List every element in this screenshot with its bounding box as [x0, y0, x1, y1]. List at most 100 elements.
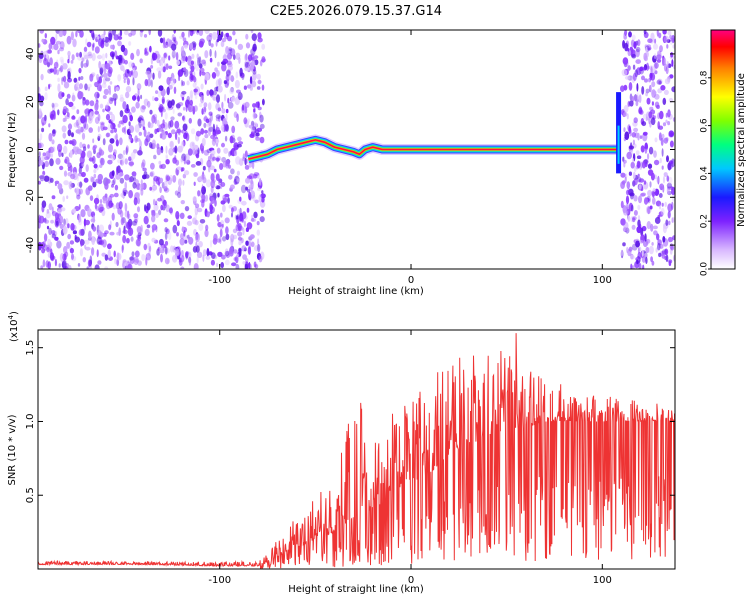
noise-speckle — [58, 263, 61, 268]
noise-speckle — [259, 216, 265, 223]
noise-speckle — [243, 85, 247, 90]
noise-speckle — [118, 54, 123, 62]
noise-speckle — [195, 130, 202, 137]
noise-speckle — [77, 126, 82, 135]
noise-speckle — [236, 170, 240, 176]
noise-speckle — [260, 209, 264, 214]
noise-speckle — [139, 58, 143, 64]
noise-speckle — [61, 152, 64, 157]
noise-speckle — [644, 78, 648, 83]
noise-speckle — [174, 145, 178, 154]
noise-speckle — [57, 183, 63, 190]
noise-speckle — [256, 221, 260, 226]
noise-speckle — [186, 159, 191, 165]
noise-speckle — [635, 150, 640, 156]
noise-speckle — [633, 117, 638, 124]
noise-speckle — [135, 238, 141, 247]
noise-speckle — [189, 90, 194, 99]
noise-speckle — [44, 156, 50, 161]
noise-speckle — [620, 218, 626, 226]
noise-speckle — [643, 52, 647, 61]
noise-speckle — [144, 204, 147, 212]
noise-speckle — [92, 138, 95, 144]
noise-speckle — [663, 172, 668, 177]
noise-speckle — [136, 83, 142, 91]
noise-speckle — [38, 142, 42, 149]
noise-speckle — [93, 34, 99, 39]
noise-speckle — [184, 206, 190, 212]
noise-speckle — [125, 85, 132, 93]
noise-speckle — [38, 159, 44, 166]
noise-speckle — [641, 75, 645, 81]
noise-speckle — [122, 114, 128, 124]
noise-speckle — [55, 212, 59, 221]
noise-speckle — [140, 120, 144, 125]
noise-speckle — [218, 178, 223, 183]
noise-speckle — [662, 236, 666, 243]
noise-speckle — [245, 33, 249, 40]
noise-speckle — [623, 127, 626, 133]
noise-speckle — [172, 55, 175, 60]
noise-speckle — [149, 133, 154, 139]
noise-speckle — [78, 229, 84, 236]
noise-speckle — [67, 59, 70, 64]
heatmap-xlabel: Height of straight line (km) — [288, 286, 424, 297]
noise-speckle — [666, 44, 669, 49]
noise-speckle — [653, 43, 658, 50]
noise-speckle — [93, 81, 99, 87]
noise-speckle — [243, 220, 246, 228]
noise-speckle — [667, 30, 672, 36]
noise-speckle — [165, 63, 169, 70]
noise-speckle — [63, 170, 68, 177]
noise-speckle — [136, 226, 142, 233]
noise-speckle — [120, 217, 125, 226]
noise-speckle — [233, 54, 236, 60]
noise-speckle — [210, 252, 216, 259]
noise-speckle — [110, 97, 115, 102]
noise-speckle — [39, 30, 44, 34]
noise-speckle — [246, 207, 250, 213]
noise-speckle — [665, 112, 668, 118]
noise-speckle — [160, 204, 164, 211]
noise-speckle — [197, 30, 200, 33]
noise-speckle — [67, 123, 73, 130]
noise-speckle — [155, 212, 159, 218]
noise-speckle — [246, 118, 251, 124]
noise-speckle — [165, 145, 168, 154]
noise-speckle — [66, 195, 69, 199]
noise-speckle — [83, 51, 88, 59]
noise-speckle — [158, 127, 164, 132]
noise-speckle — [171, 34, 175, 42]
noise-speckle — [224, 217, 230, 224]
noise-speckle — [174, 120, 180, 129]
noise-speckle — [191, 53, 195, 59]
noise-speckle — [668, 130, 675, 137]
noise-speckle — [80, 76, 84, 80]
noise-speckle — [231, 212, 233, 218]
noise-speckle — [230, 168, 235, 175]
noise-speckle — [43, 233, 48, 242]
noise-speckle — [658, 132, 662, 141]
noise-speckle — [156, 58, 160, 64]
noise-speckle — [87, 86, 91, 92]
noise-speckle — [169, 245, 174, 253]
noise-speckle — [185, 251, 190, 255]
noise-speckle — [110, 129, 114, 134]
noise-speckle — [83, 62, 89, 68]
noise-speckle — [239, 212, 244, 222]
noise-speckle — [168, 55, 171, 61]
noise-speckle — [161, 182, 165, 189]
colorbar-tick-label: 0.4 — [700, 166, 710, 181]
noise-speckle — [193, 71, 196, 78]
noise-speckle — [118, 227, 121, 237]
noise-speckle — [46, 246, 50, 253]
noise-speckle — [205, 255, 211, 260]
noise-speckle — [253, 121, 258, 129]
noise-speckle — [109, 138, 115, 144]
noise-speckle — [225, 70, 232, 76]
noise-speckle — [46, 225, 50, 230]
y-tick-label: -20 — [25, 189, 36, 205]
noise-speckle — [114, 50, 118, 58]
noise-speckle — [215, 157, 221, 162]
noise-speckle — [234, 38, 238, 45]
